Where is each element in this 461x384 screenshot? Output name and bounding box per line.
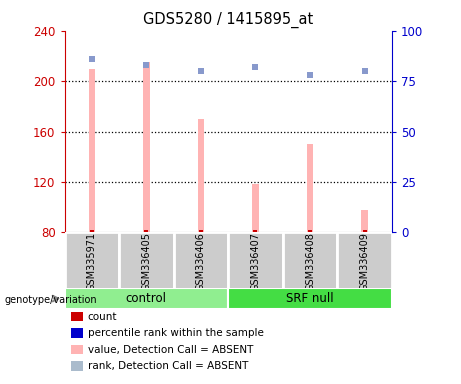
Text: GSM336409: GSM336409 [360,232,370,291]
Text: GSM336408: GSM336408 [305,232,315,291]
Point [142,229,150,235]
Bar [198,119,204,232]
Text: SRF null: SRF null [286,292,334,305]
Point [142,62,150,68]
Bar [65,232,119,290]
Text: GSM336407: GSM336407 [250,232,260,291]
Point [252,64,259,70]
Bar [337,232,392,290]
Point [197,68,205,74]
Bar [361,210,368,232]
Bar [89,68,95,232]
Bar [283,232,337,290]
Text: GSM336405: GSM336405 [142,232,151,291]
Text: GSM336406: GSM336406 [196,232,206,291]
Bar [119,232,174,290]
Bar [228,288,392,309]
Text: percentile rank within the sample: percentile rank within the sample [88,328,264,338]
Point [252,229,259,235]
Point [88,229,95,235]
Point [88,56,95,62]
Text: GSM335971: GSM335971 [87,232,97,291]
Bar [307,144,313,232]
Point [306,229,313,235]
Bar [174,232,228,290]
Bar [65,288,228,309]
Text: rank, Detection Call = ABSENT: rank, Detection Call = ABSENT [88,361,248,371]
Point [197,229,205,235]
Title: GDS5280 / 1415895_at: GDS5280 / 1415895_at [143,12,313,28]
Text: genotype/variation: genotype/variation [5,295,97,305]
Bar [252,184,259,232]
Point [361,229,368,235]
Point [306,72,313,78]
Point [361,68,368,74]
Text: count: count [88,312,117,322]
Bar [143,62,150,232]
Text: control: control [126,292,167,305]
Bar [228,232,283,290]
Text: value, Detection Call = ABSENT: value, Detection Call = ABSENT [88,345,253,355]
